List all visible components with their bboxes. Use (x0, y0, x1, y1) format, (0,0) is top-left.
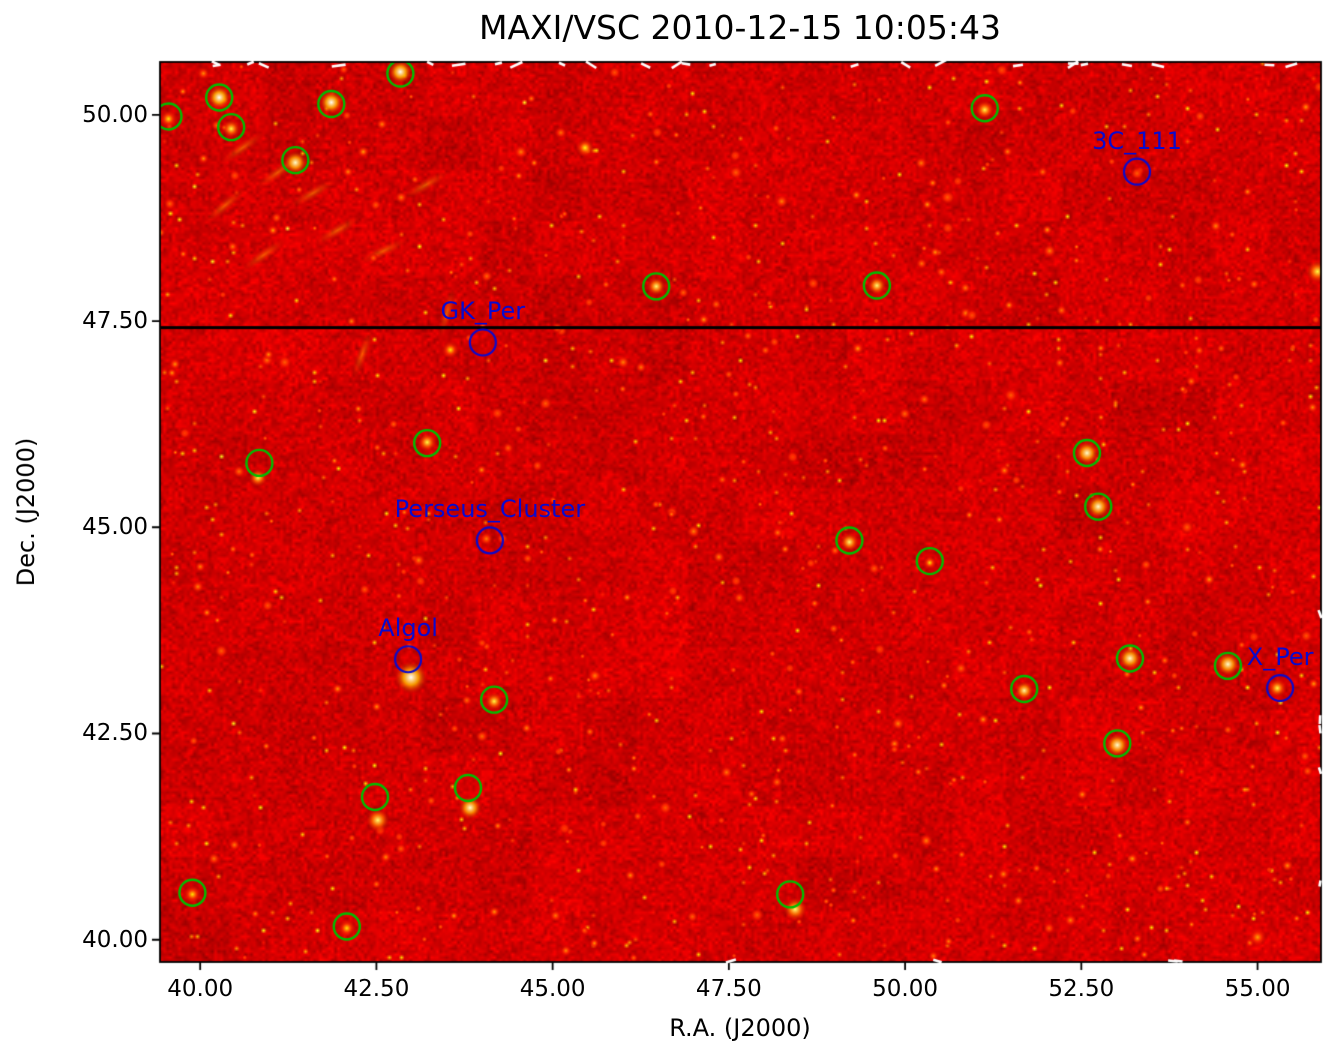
source-label-perseus_cluster: Perseus_Cluster (394, 495, 586, 524)
y-tick-label: 50.00 (82, 101, 148, 128)
x-tick-label: 42.50 (343, 976, 410, 1002)
x-tick-label: 40.00 (167, 976, 234, 1002)
y-tick-label: 40.00 (82, 926, 148, 953)
x-tick-label: 52.50 (1048, 976, 1115, 1002)
y-tick-label: 47.50 (82, 308, 148, 335)
x-axis-label: R.A. (J2000) (669, 1014, 811, 1042)
source-label-algol: Algol (378, 614, 438, 643)
y-axis-label: Dec. (J2000) (12, 437, 40, 587)
x-tick-label: 50.00 (872, 976, 939, 1002)
chart-title: MAXI/VSC 2010-12-15 10:05:43 (478, 8, 1002, 47)
y-tick-label: 45.00 (82, 514, 148, 541)
y-tick-label: 42.50 (82, 720, 148, 747)
x-tick-label: 45.00 (519, 976, 586, 1002)
source-label-gk_per: GK_Per (440, 297, 526, 326)
x-tick-label: 55.00 (1224, 976, 1291, 1002)
source-label-x_per: X_Per (1246, 643, 1314, 672)
source-label-3c_111: 3C_111 (1092, 126, 1182, 155)
x-tick-label: 47.50 (695, 976, 762, 1002)
